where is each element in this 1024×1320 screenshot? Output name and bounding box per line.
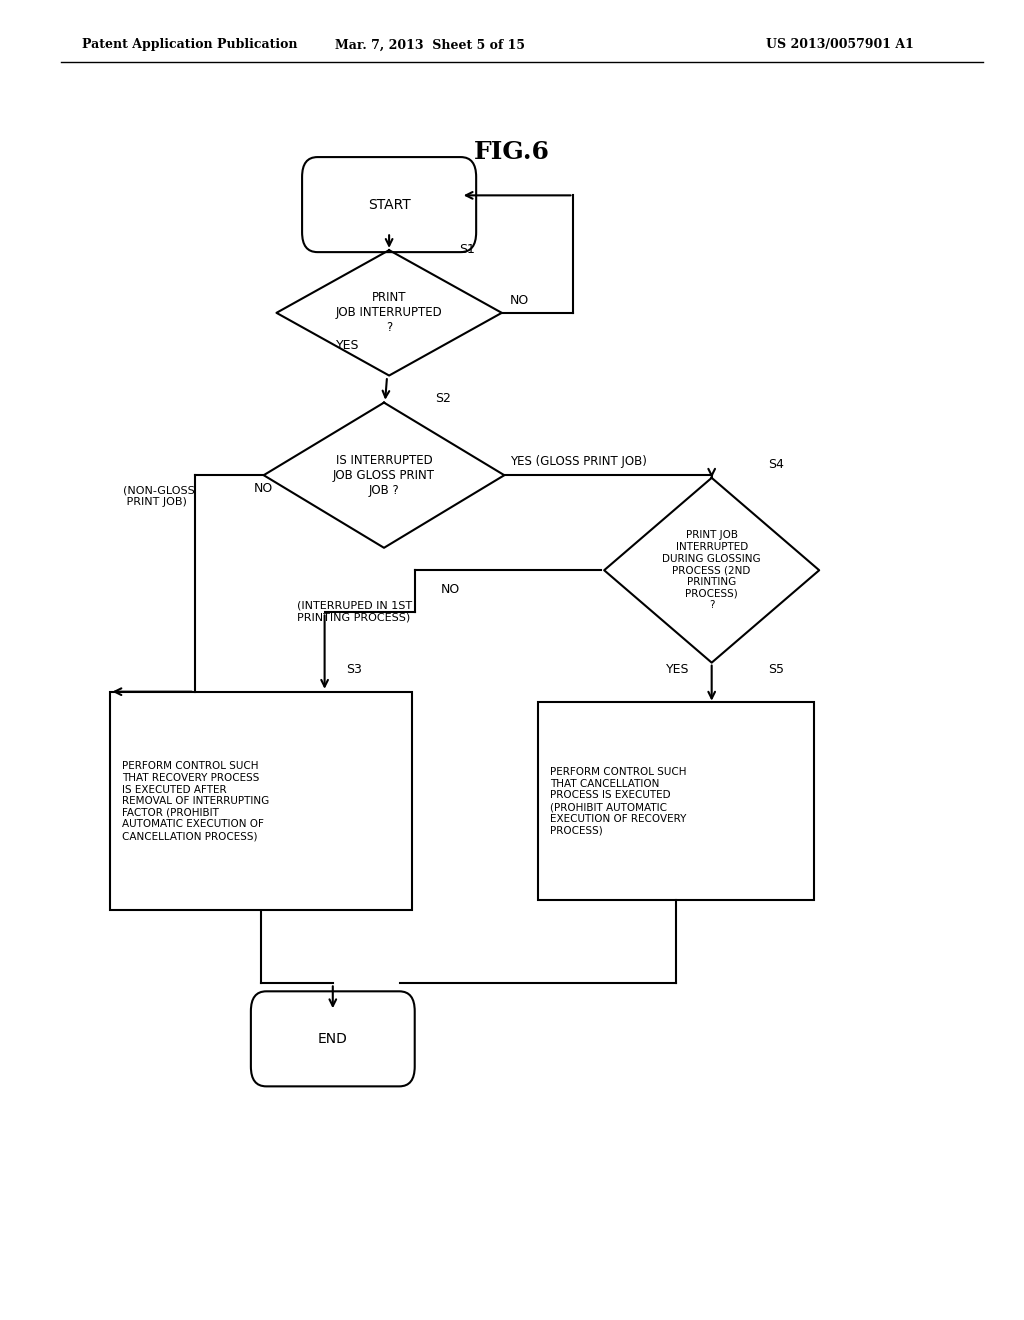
Text: S3: S3	[346, 663, 362, 676]
Text: US 2013/0057901 A1: US 2013/0057901 A1	[766, 38, 913, 51]
Polygon shape	[276, 251, 502, 375]
Text: (NON-GLOSS
 PRINT JOB): (NON-GLOSS PRINT JOB)	[123, 486, 195, 507]
Text: YES: YES	[336, 339, 359, 352]
Text: NO: NO	[254, 482, 273, 495]
Text: START: START	[368, 198, 411, 211]
Text: S2: S2	[435, 392, 452, 405]
Text: YES (GLOSS PRINT JOB): YES (GLOSS PRINT JOB)	[510, 455, 647, 469]
Text: PERFORM CONTROL SUCH
THAT CANCELLATION
PROCESS IS EXECUTED
(PROHIBIT AUTOMATIC
E: PERFORM CONTROL SUCH THAT CANCELLATION P…	[550, 767, 686, 836]
FancyBboxPatch shape	[251, 991, 415, 1086]
Text: YES: YES	[666, 663, 689, 676]
Text: Patent Application Publication: Patent Application Publication	[82, 38, 297, 51]
Text: PERFORM CONTROL SUCH
THAT RECOVERY PROCESS
IS EXECUTED AFTER
REMOVAL OF INTERRUP: PERFORM CONTROL SUCH THAT RECOVERY PROCE…	[123, 762, 269, 841]
Text: PRINT
JOB INTERRUPTED
?: PRINT JOB INTERRUPTED ?	[336, 292, 442, 334]
Bar	[111, 692, 412, 911]
Text: (INTERRUPED IN 1ST
PRINTING PROCESS): (INTERRUPED IN 1ST PRINTING PROCESS)	[297, 601, 412, 622]
Text: IS INTERRUPTED
JOB GLOSS PRINT
JOB ?: IS INTERRUPTED JOB GLOSS PRINT JOB ?	[333, 454, 435, 496]
Text: S5: S5	[768, 663, 784, 676]
Text: S4: S4	[768, 458, 784, 471]
Text: Mar. 7, 2013  Sheet 5 of 15: Mar. 7, 2013 Sheet 5 of 15	[335, 38, 525, 51]
Text: NO: NO	[440, 583, 460, 597]
Polygon shape	[264, 403, 504, 548]
Text: NO: NO	[510, 294, 529, 308]
Text: END: END	[317, 1032, 348, 1045]
FancyBboxPatch shape	[302, 157, 476, 252]
Polygon shape	[604, 478, 819, 663]
Text: PRINT JOB
INTERRUPTED
DURING GLOSSING
PROCESS (2ND
PRINTING
PROCESS)
?: PRINT JOB INTERRUPTED DURING GLOSSING PR…	[663, 531, 761, 610]
Text: FIG.6: FIG.6	[474, 140, 550, 164]
Bar	[538, 702, 814, 900]
Text: S1: S1	[459, 243, 475, 256]
